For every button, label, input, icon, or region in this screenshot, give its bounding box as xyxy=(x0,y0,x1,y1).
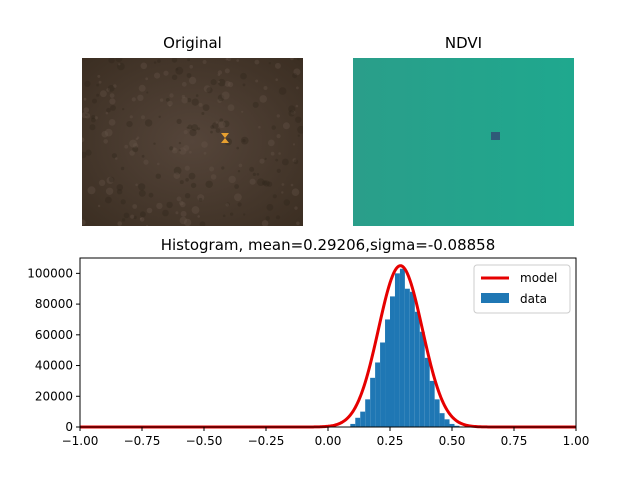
y-tick-label-0: 0 xyxy=(65,420,73,434)
histogram-bar-15 xyxy=(424,357,430,427)
ndvi-image xyxy=(353,58,574,226)
histogram-bar-1 xyxy=(355,417,361,427)
y-tick-label-3: 60000 xyxy=(35,328,73,342)
y-tick-label-2: 40000 xyxy=(35,359,73,373)
histogram-bar-20 xyxy=(449,423,455,427)
histogram-bar-19 xyxy=(444,419,450,427)
histogram-bar-5 xyxy=(375,362,381,427)
histogram-bar-16 xyxy=(429,380,435,427)
histogram-bar-17 xyxy=(434,399,440,427)
histogram-bar-14 xyxy=(419,331,425,427)
histogram-bar-12 xyxy=(409,291,415,427)
y-tick-label-1: 20000 xyxy=(35,389,73,403)
x-tick-label-4: 0.00 xyxy=(315,434,342,448)
histogram-bar-6 xyxy=(380,342,386,427)
x-tick-label-2: −0.50 xyxy=(186,434,223,448)
legend-model-label: model xyxy=(520,271,557,285)
histogram-bar-21 xyxy=(454,425,460,427)
x-tick-label-5: 0.25 xyxy=(377,434,404,448)
histogram-bar-10 xyxy=(399,268,405,427)
legend: model data xyxy=(473,264,571,314)
histogram-bar-8 xyxy=(390,296,395,427)
histogram-bar-7 xyxy=(385,319,390,427)
histogram-bar-9 xyxy=(394,273,400,427)
histogram-bar-13 xyxy=(414,311,420,427)
histogram-bar-2 xyxy=(360,411,366,427)
histogram-bar-4 xyxy=(370,377,376,427)
histogram-bar-11 xyxy=(404,288,410,427)
y-tick-label-5: 100000 xyxy=(27,266,73,280)
x-tick-label-7: 0.75 xyxy=(501,434,528,448)
histogram-bar-3 xyxy=(365,399,371,427)
x-tick-label-6: 0.50 xyxy=(439,434,466,448)
x-axis: −1.00 −0.75 −0.50 −0.25 0.00 0.25 0.50 0.75 1.00 xyxy=(62,427,590,448)
legend-data-label: data xyxy=(520,292,547,306)
x-tick-label-3: −0.25 xyxy=(248,434,285,448)
histogram-bar-0 xyxy=(350,423,356,427)
ndvi-marker xyxy=(491,132,500,140)
histogram-bars xyxy=(350,268,460,427)
histogram-bar-18 xyxy=(439,413,445,427)
ndvi-image-texture xyxy=(353,58,574,226)
ndvi-title: NDVI xyxy=(444,34,483,52)
original-title: Original xyxy=(163,34,222,52)
legend-data-swatch xyxy=(481,293,509,303)
x-tick-label-0: −1.00 xyxy=(62,434,99,448)
target-marker-icon xyxy=(221,133,229,143)
x-tick-label-8: 1.00 xyxy=(563,434,590,448)
x-tick-label-1: −0.75 xyxy=(124,434,161,448)
y-axis: 0 20000 40000 60000 80000 100000 xyxy=(27,266,80,434)
y-tick-label-4: 80000 xyxy=(35,297,73,311)
original-image-texture xyxy=(82,58,303,226)
chart-title: Histogram, mean=0.29206,sigma=-0.08858 xyxy=(161,236,496,254)
original-image xyxy=(82,58,303,226)
